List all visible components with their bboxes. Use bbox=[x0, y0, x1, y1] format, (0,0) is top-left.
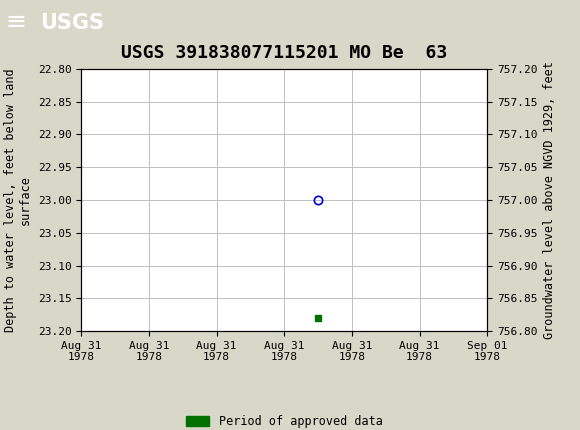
Text: ≡: ≡ bbox=[6, 9, 27, 34]
Legend: Period of approved data: Period of approved data bbox=[181, 411, 387, 430]
Y-axis label: Depth to water level, feet below land
surface: Depth to water level, feet below land su… bbox=[4, 68, 32, 332]
Title: USGS 391838077115201 MO Be  63: USGS 391838077115201 MO Be 63 bbox=[121, 44, 447, 61]
Text: USGS: USGS bbox=[41, 12, 104, 33]
Y-axis label: Groundwater level above NGVD 1929, feet: Groundwater level above NGVD 1929, feet bbox=[543, 61, 556, 339]
